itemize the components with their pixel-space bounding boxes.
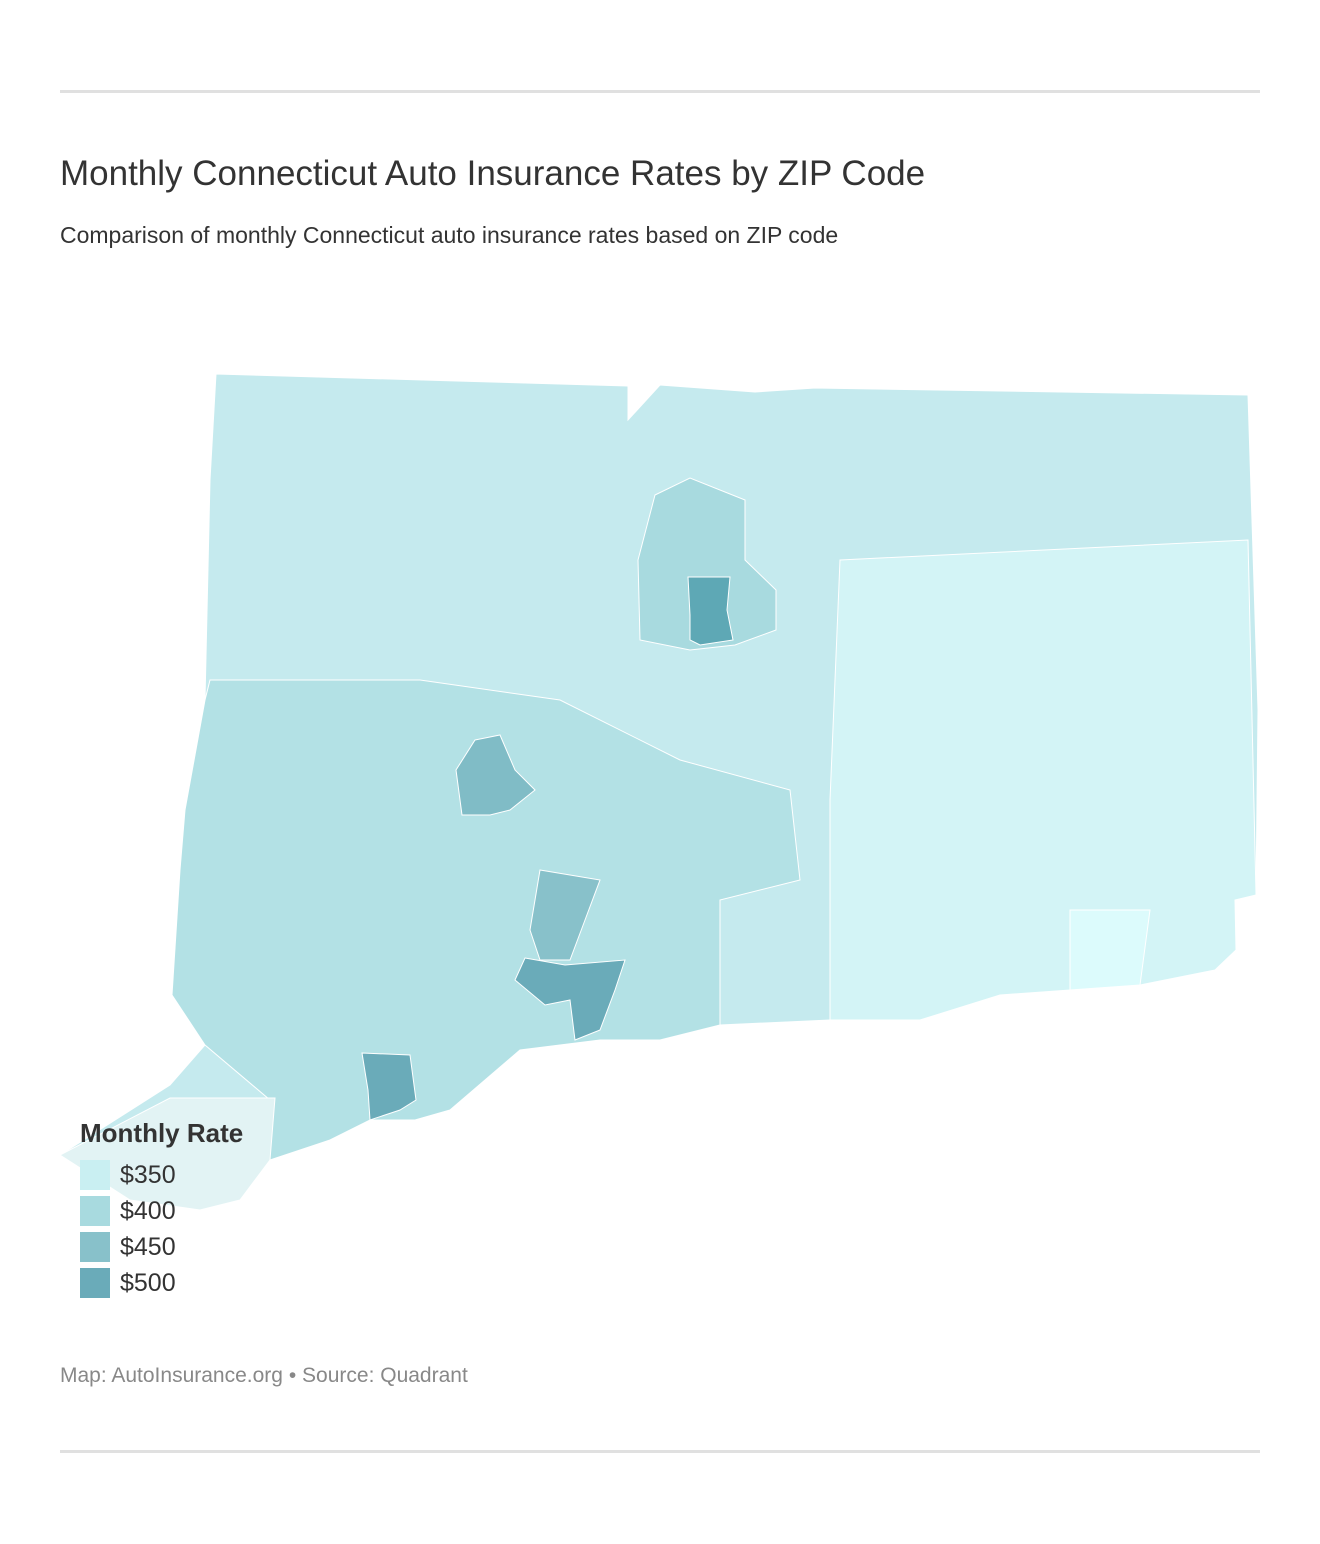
region-north-central-400[interactable]	[637, 477, 777, 651]
footer-credits: Map: AutoInsurance.org • Source: Quadran…	[60, 1364, 468, 1388]
legend-swatch	[80, 1160, 110, 1190]
legend-title: Monthly Rate	[80, 1118, 244, 1148]
legend-swatch	[80, 1232, 110, 1262]
region-waterbury-450[interactable]	[455, 734, 536, 816]
region-new-haven-500[interactable]	[514, 957, 626, 1041]
legend-swatch	[80, 1196, 110, 1226]
region-hartford-500[interactable]	[687, 576, 734, 646]
legend: Monthly Rate $350 $400 $450 $500	[80, 1118, 243, 1301]
legend-item: $350	[80, 1157, 243, 1193]
legend-swatch	[80, 1268, 110, 1298]
legend-label: $400	[120, 1196, 176, 1225]
page-subtitle: Comparison of monthly Connecticut auto i…	[60, 222, 839, 248]
bottom-divider	[60, 1450, 1260, 1453]
top-divider	[60, 90, 1260, 93]
legend-item: $450	[80, 1229, 243, 1265]
legend-item: $500	[80, 1265, 243, 1301]
legend-item: $400	[80, 1193, 243, 1229]
region-bridgeport-500[interactable]	[361, 1052, 417, 1121]
region-new-haven-450[interactable]	[529, 869, 601, 961]
map-credit: Map: AutoInsurance.org	[60, 1364, 283, 1387]
separator: •	[288, 1364, 297, 1387]
region-southwest-faded	[59, 1097, 276, 1211]
region-east[interactable]	[829, 539, 1257, 1021]
legend-label: $450	[120, 1232, 176, 1261]
legend-label: $350	[120, 1160, 176, 1189]
source-credit: Source: Quadrant	[302, 1364, 468, 1387]
page-title: Monthly Connecticut Auto Insurance Rates…	[60, 154, 926, 193]
region-southeast-lightest[interactable]	[1069, 909, 1151, 991]
region-central-400[interactable]	[171, 679, 801, 1161]
legend-label: $500	[120, 1268, 176, 1297]
